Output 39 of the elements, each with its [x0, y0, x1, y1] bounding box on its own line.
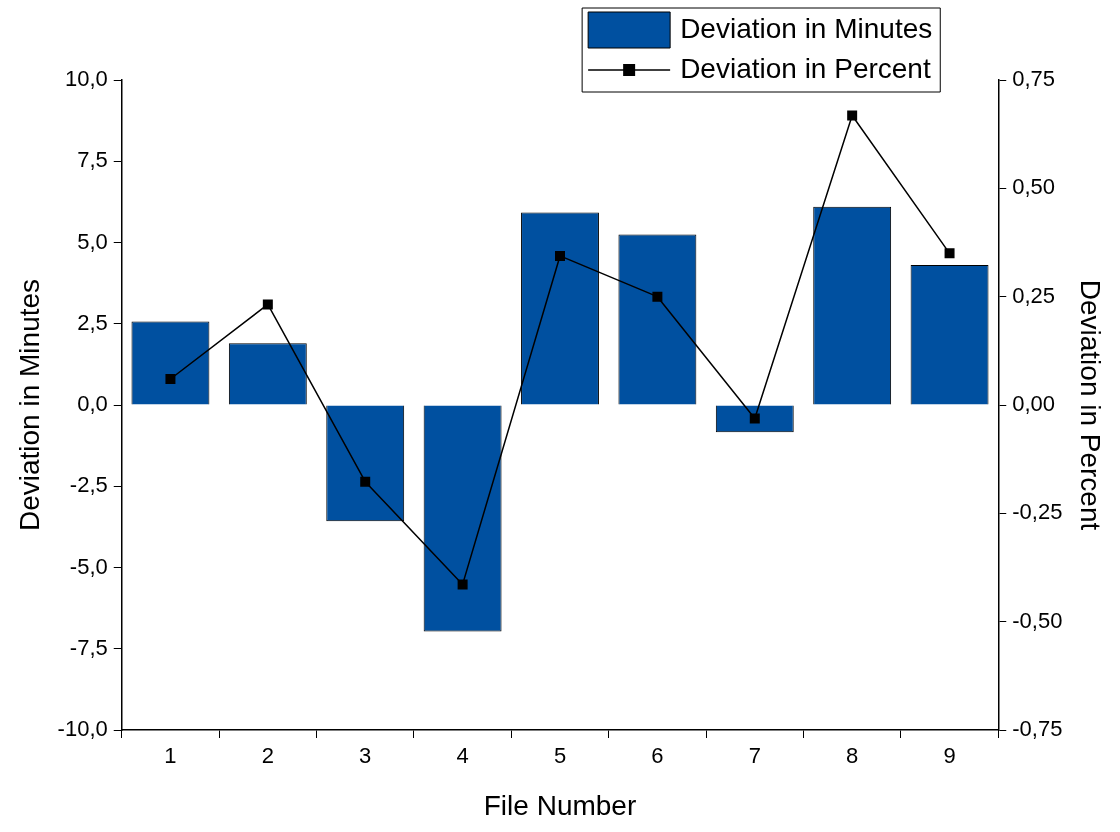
point: [262, 299, 273, 310]
y2-tick-label: -0,50: [1012, 607, 1063, 633]
x-tick-label: 6: [651, 743, 664, 769]
x-tick-label: 8: [846, 743, 859, 769]
y2-tick-label: 0,25: [1012, 282, 1056, 308]
y-tick-label: 0,0: [77, 391, 108, 417]
x-tick-label: 4: [456, 743, 469, 769]
y-tick-label: -5,0: [69, 553, 108, 579]
y2-tick-label: -0,75: [1012, 716, 1063, 742]
point: [457, 579, 468, 590]
point: [555, 250, 565, 261]
y-axis-title: Deviation in Minutes: [13, 278, 45, 532]
y-tick-label: -2,5: [69, 472, 108, 498]
x-tick-label: 2: [261, 743, 274, 769]
y2-tick-label: -0,25: [1012, 499, 1063, 525]
point: [652, 291, 663, 302]
point: [944, 248, 955, 259]
x-tick-label: 7: [748, 743, 761, 769]
y-tick-label: -7,5: [69, 634, 108, 660]
y2-tick-label: 0,50: [1012, 174, 1056, 200]
y2-axis-title: Deviation in Percent: [1075, 279, 1107, 531]
x-axis-title: File Number: [483, 789, 637, 821]
x-tick-label: 9: [943, 743, 956, 769]
point: [165, 374, 176, 384]
y2-tick-label: 0,75: [1012, 66, 1056, 92]
point: [360, 476, 371, 487]
legend-label: Deviation in Minutes: [680, 12, 933, 44]
y-tick-label: 7,5: [77, 147, 108, 173]
y2-tick-label: 0,00: [1012, 391, 1056, 417]
legend-label: Deviation in Percent: [680, 52, 931, 84]
point: [749, 413, 760, 424]
x-tick-label: 5: [553, 743, 567, 769]
y-tick-label: -10,0: [57, 716, 108, 742]
x-tick-label: 1: [164, 743, 177, 769]
y-tick-label: 10,0: [64, 66, 108, 92]
point: [847, 110, 858, 121]
x-tick-label: 3: [359, 743, 372, 769]
y-tick-label: 5,0: [77, 228, 108, 254]
y-tick-label: 2,5: [77, 309, 108, 335]
